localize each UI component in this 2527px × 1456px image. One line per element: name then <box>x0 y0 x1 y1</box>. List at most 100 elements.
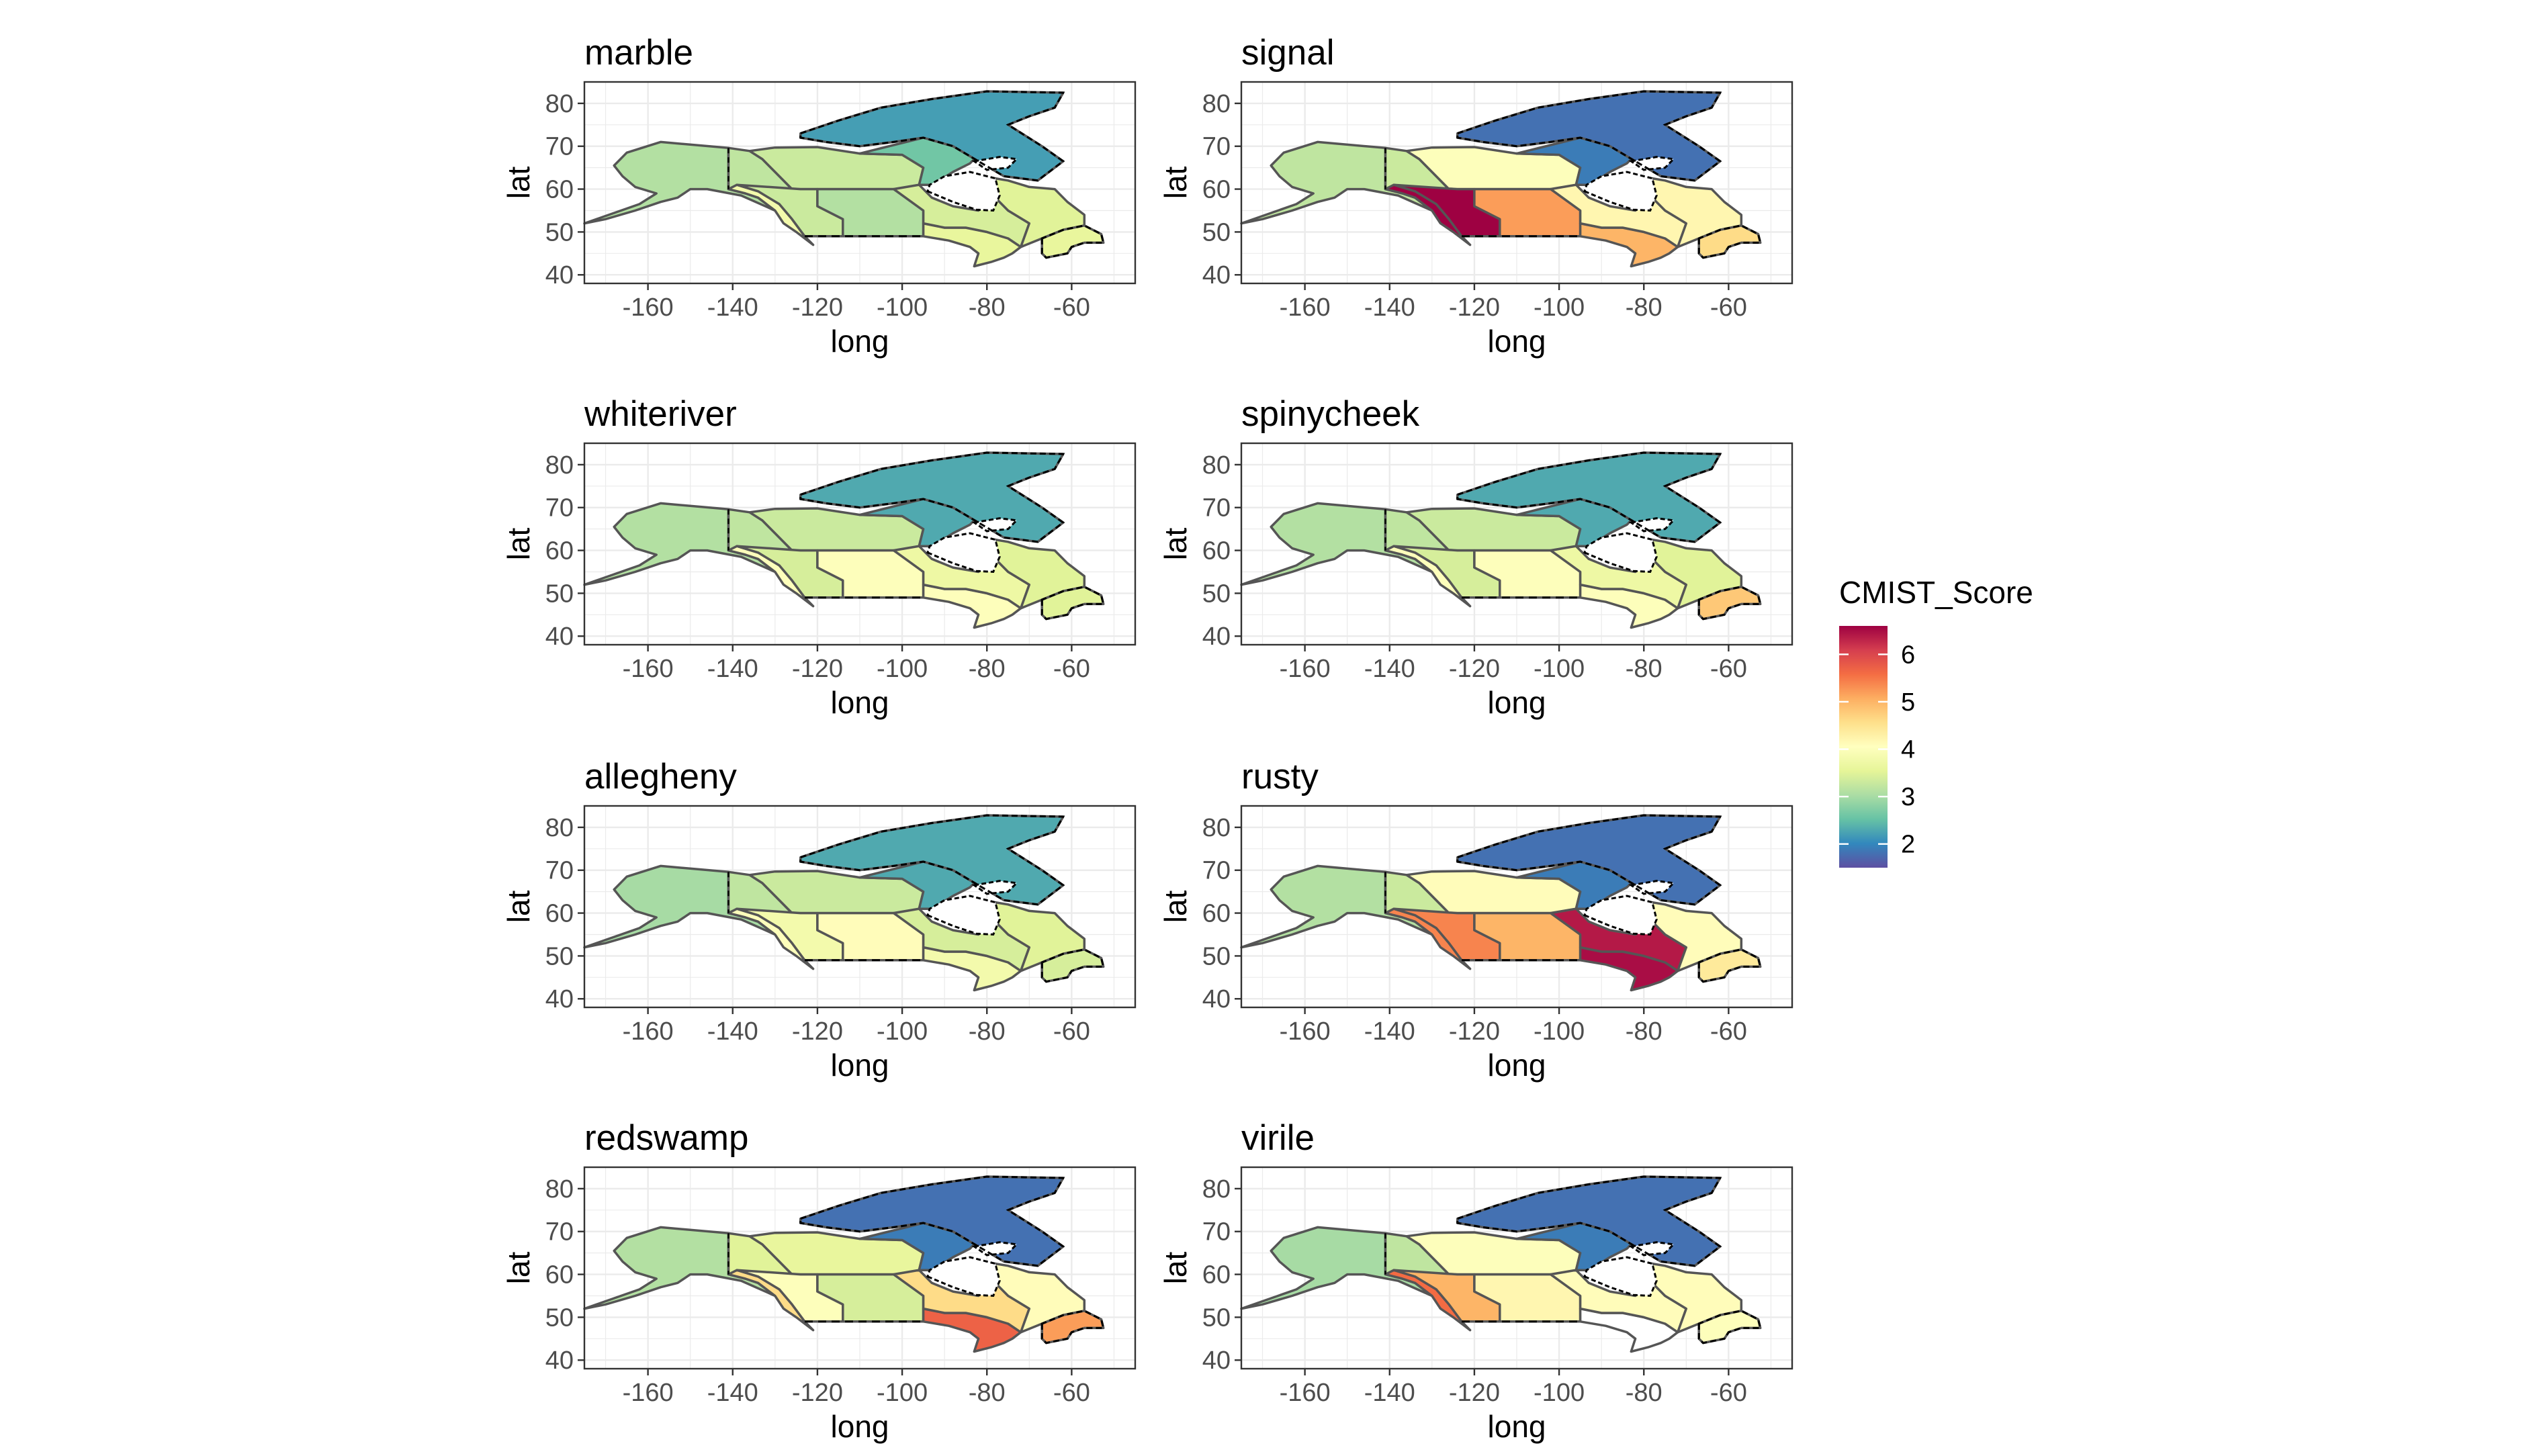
legend-label: 3 <box>1901 783 1915 811</box>
y-tick-label: 60 <box>1202 900 1231 928</box>
y-tick-label: 70 <box>1202 494 1231 522</box>
y-axis: 40 50 60 70 80 lat <box>1158 1175 1241 1375</box>
y-tick-label: 50 <box>1202 942 1231 970</box>
x-tick-label: -60 <box>1710 1379 1747 1407</box>
x-tick-label: -60 <box>1053 1379 1090 1407</box>
foxe-basin <box>971 1241 1019 1257</box>
facet-panel-allegheny: allegheny -160 -140 -120 -100 -80 -60 long 40 50 6… <box>501 757 1137 1083</box>
panel-border <box>583 81 1137 285</box>
y-axis-title: lat <box>1158 166 1193 199</box>
y-tick-label: 60 <box>545 537 574 565</box>
x-tick-label: -160 <box>623 655 674 683</box>
facet-panel-spinycheek: spinycheek -160 -140 -120 -100 -80 -60 long 40 50… <box>1158 394 1793 720</box>
y-axis: 40 50 60 70 80 lat <box>1158 814 1241 1013</box>
x-axis: -160 -140 -120 -100 -80 -60 long <box>1280 645 1747 720</box>
facet-panel-redswamp: redswamp -160 -140 -120 -100 -80 -60 long 40 50 60… <box>501 1118 1137 1444</box>
map-regions <box>583 1175 1105 1353</box>
x-tick-label: -140 <box>1364 1017 1415 1046</box>
y-axis: 40 50 60 70 80 lat <box>1158 451 1241 651</box>
legend-label: 4 <box>1901 736 1915 764</box>
facet-title: virile <box>1241 1118 1315 1158</box>
y-tick-label: 70 <box>1202 857 1231 885</box>
y-tick-label: 70 <box>545 1218 574 1246</box>
atlantic-coastline <box>1697 586 1762 621</box>
y-axis-title: lat <box>501 166 536 199</box>
atlantic-coastline <box>1697 224 1762 259</box>
y-tick-label: 70 <box>545 857 574 885</box>
foxe-basin <box>971 880 1019 895</box>
y-axis: 40 50 60 70 80 lat <box>501 451 584 651</box>
x-axis: -160 -140 -120 -100 -80 -60 long <box>1280 1007 1747 1083</box>
x-axis-title: long <box>1488 1048 1546 1083</box>
x-tick-label: -100 <box>1534 1379 1585 1407</box>
y-tick-label: 60 <box>1202 1261 1231 1289</box>
y-axis-title: lat <box>501 527 536 560</box>
x-tick-label: -140 <box>1364 1379 1415 1407</box>
y-tick-label: 50 <box>545 580 574 608</box>
facet-panel-virile: virile -160 -140 -120 -100 -80 -60 long 40 50 60 70… <box>1158 1118 1793 1444</box>
x-tick-label: -160 <box>623 293 674 322</box>
x-tick-label: -120 <box>792 293 843 322</box>
x-tick-label: -100 <box>877 1017 928 1046</box>
y-axis-title: lat <box>1158 527 1193 560</box>
map-regions <box>583 451 1105 629</box>
foxe-basin <box>1628 156 1676 171</box>
x-tick-label: -140 <box>707 1379 758 1407</box>
map-regions <box>1240 90 1762 268</box>
legend-label: 5 <box>1901 688 1915 717</box>
map-regions <box>1240 451 1762 629</box>
legend: CMIST_Score 2 3 4 5 6 <box>1839 575 2033 868</box>
x-tick-label: -160 <box>1280 1379 1331 1407</box>
x-tick-label: -160 <box>1280 655 1331 683</box>
x-axis: -160 -140 -120 -100 -80 -60 long <box>1280 1369 1747 1444</box>
x-tick-label: -140 <box>1364 293 1415 322</box>
hudson-bay <box>926 171 1001 212</box>
x-tick-label: -60 <box>1053 655 1090 683</box>
foxe-basin <box>971 517 1019 533</box>
x-tick-label: -120 <box>1449 655 1500 683</box>
x-axis: -160 -140 -120 -100 -80 -60 long <box>623 1007 1090 1083</box>
y-tick-label: 50 <box>1202 218 1231 246</box>
x-tick-label: -120 <box>792 655 843 683</box>
arctic-coastline <box>1456 90 1722 182</box>
x-tick-label: -80 <box>1626 655 1662 683</box>
facet-title: allegheny <box>584 757 737 797</box>
x-axis-title: long <box>831 685 889 720</box>
x-tick-label: -80 <box>969 1017 1006 1046</box>
y-axis: 40 50 60 70 80 lat <box>501 814 584 1013</box>
hudson-bay <box>926 1256 1001 1298</box>
y-tick-label: 50 <box>1202 580 1231 608</box>
map-regions <box>583 814 1105 992</box>
facet-panel-marble: marble -160 -140 -120 -100 -80 -60 long 40 50 60 70… <box>501 33 1137 359</box>
panel-border <box>1240 1166 1793 1370</box>
x-axis-title: long <box>1488 1409 1546 1444</box>
y-tick-label: 70 <box>545 494 574 522</box>
x-tick-label: -100 <box>1534 293 1585 322</box>
hudson-bay <box>1583 171 1658 212</box>
x-tick-label: -120 <box>1449 1379 1500 1407</box>
x-tick-label: -100 <box>877 293 928 322</box>
y-tick-label: 50 <box>545 218 574 246</box>
y-tick-label: 40 <box>1202 985 1231 1013</box>
x-axis-title: long <box>831 1048 889 1083</box>
x-tick-label: -100 <box>877 1379 928 1407</box>
y-tick-label: 40 <box>545 623 574 651</box>
map-regions <box>583 90 1105 268</box>
x-axis: -160 -140 -120 -100 -80 -60 long <box>623 645 1090 720</box>
panel-border <box>1240 805 1793 1009</box>
x-tick-label: -80 <box>1626 293 1662 322</box>
y-tick-label: 60 <box>1202 537 1231 565</box>
y-axis-title: lat <box>501 890 536 923</box>
y-tick-label: 70 <box>1202 133 1231 161</box>
atlantic-coastline <box>1697 1310 1762 1345</box>
facet-panel-whiteriver: whiteriver -160 -140 -120 -100 -80 -60 long 40 50… <box>501 394 1137 720</box>
y-tick-label: 50 <box>545 942 574 970</box>
map-regions <box>1240 1175 1762 1353</box>
x-tick-label: -100 <box>1534 655 1585 683</box>
x-axis: -160 -140 -120 -100 -80 -60 long <box>623 1369 1090 1444</box>
facet-panel-signal: signal -160 -140 -120 -100 -80 -60 long 40 50 60 70… <box>1158 33 1793 359</box>
y-tick-label: 40 <box>1202 1347 1231 1375</box>
arctic-coastline <box>1456 814 1722 906</box>
panel-border <box>583 805 1137 1009</box>
hudson-bay <box>1583 1256 1658 1298</box>
